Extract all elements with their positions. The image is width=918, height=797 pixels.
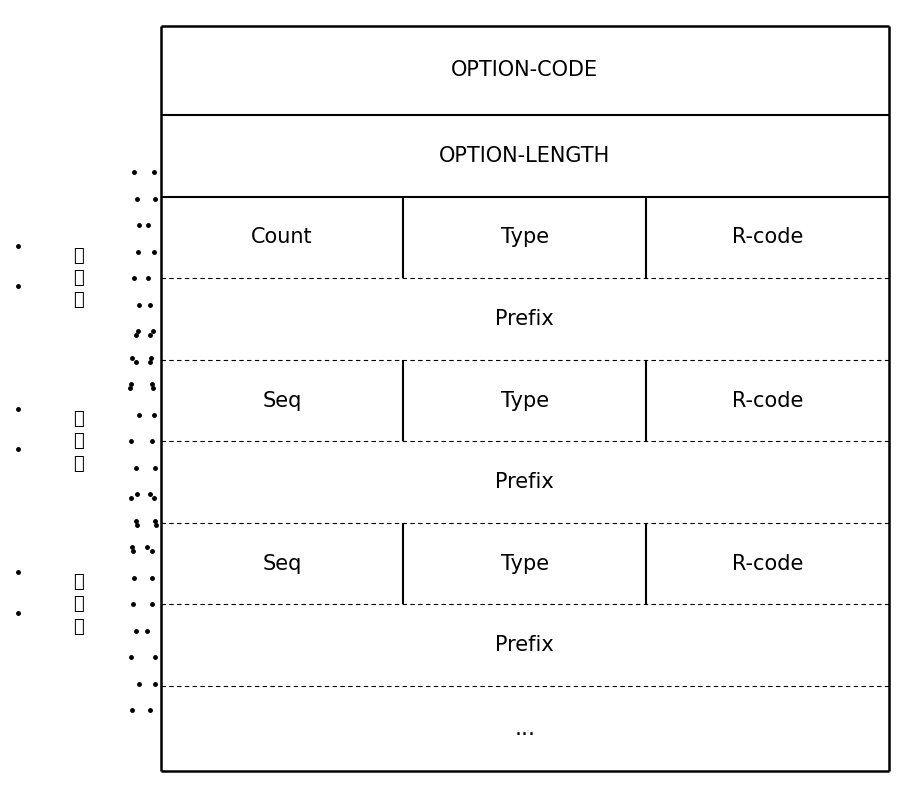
Bar <box>403 197 646 278</box>
Bar <box>646 197 889 278</box>
Bar <box>403 359 646 442</box>
Text: Prefix: Prefix <box>496 472 554 492</box>
Text: OPTION-CODE: OPTION-CODE <box>451 61 599 80</box>
Bar <box>161 523 403 604</box>
Text: OPTION-LENGTH: OPTION-LENGTH <box>439 146 610 166</box>
Bar <box>161 359 403 442</box>
Bar <box>161 116 889 197</box>
Bar <box>161 278 889 359</box>
Bar <box>161 604 889 686</box>
Bar <box>161 26 889 116</box>
Bar <box>646 523 889 604</box>
Text: ...: ... <box>514 719 535 739</box>
Text: Type: Type <box>500 227 549 248</box>
Text: R-code: R-code <box>732 227 803 248</box>
Bar <box>161 686 889 771</box>
Text: 子
问
题: 子 问 题 <box>73 573 84 635</box>
Bar <box>161 197 403 278</box>
Text: R-code: R-code <box>732 391 803 410</box>
Text: Prefix: Prefix <box>496 309 554 329</box>
Bar <box>403 523 646 604</box>
Text: Seq: Seq <box>263 554 302 574</box>
Bar <box>161 442 889 523</box>
Text: Seq: Seq <box>263 391 302 410</box>
Text: 子
问
题: 子 问 题 <box>73 410 84 473</box>
Text: Type: Type <box>500 391 549 410</box>
Text: Type: Type <box>500 554 549 574</box>
Text: Prefix: Prefix <box>496 635 554 655</box>
Text: R-code: R-code <box>732 554 803 574</box>
Text: Count: Count <box>252 227 313 248</box>
Bar <box>646 359 889 442</box>
Text: 子
问
题: 子 问 题 <box>73 247 84 309</box>
